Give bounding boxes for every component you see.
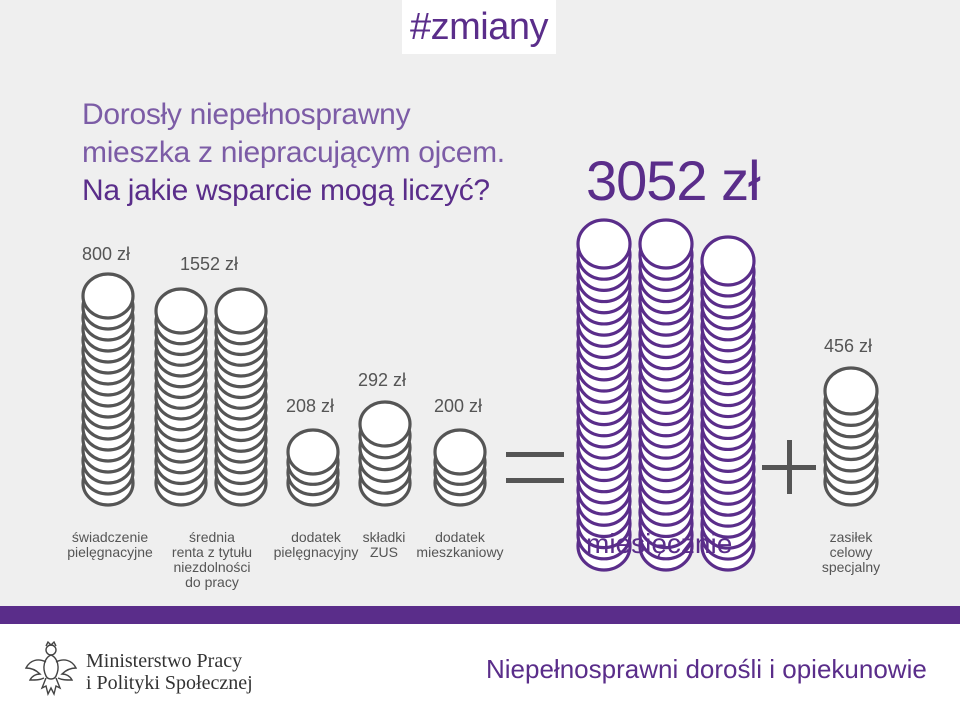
- headline-line-1: Dorosły niepełnosprawny: [82, 98, 411, 131]
- plus-icon: [762, 440, 816, 494]
- stack-zasilek: [823, 366, 879, 507]
- headline-line-2: mieszka z niepracującym ojcem.: [82, 136, 505, 169]
- hashtag-label: #zmiany: [402, 0, 556, 54]
- ministry-name: Ministerstwo Pracy i Polityki Społecznej: [86, 650, 253, 694]
- stack-renta-1: [154, 287, 208, 507]
- label-renta: średnia renta z tytułu niezdolności do p…: [171, 529, 253, 590]
- footer-tagline: Niepełnosprawni dorośli i opiekunowie: [486, 654, 927, 684]
- amount-renta: 1552 zł: [180, 254, 239, 274]
- label-dodatek-mieszkaniowy: dodatek mieszkaniowy: [416, 529, 504, 560]
- equals-icon: [506, 452, 564, 483]
- monthly-label: miesięcznie: [586, 528, 733, 559]
- coin: [823, 366, 879, 416]
- label-zasilek: zasiłek celowy specjalny: [821, 529, 881, 575]
- purple-divider-bar: [0, 606, 960, 624]
- amount-dodatek-mieszkaniowy: 200 zł: [434, 396, 483, 416]
- coin: [700, 235, 756, 287]
- total-amount: 3052 zł: [586, 149, 761, 212]
- stack-total-1: [576, 218, 632, 572]
- coin: [576, 218, 632, 270]
- stack-dodatek-mieszkaniowy: [433, 428, 487, 507]
- stack-total-3: [700, 235, 756, 572]
- coin: [81, 272, 135, 320]
- label-swiadczenie: świadczenie pielęgnacyjne: [67, 529, 153, 560]
- amount-dodatek-pielegnacyjny: 208 zł: [286, 396, 335, 416]
- label-dodatek-pielegnacyjny: dodatek pielęgnacyjny: [273, 529, 359, 560]
- amount-skladki-zus: 292 zł: [358, 370, 407, 390]
- amount-swiadczenie: 800 zł: [82, 244, 131, 264]
- ministry-name-line-1: Ministerstwo Pracy: [86, 650, 243, 672]
- amount-zasilek: 456 zł: [824, 336, 873, 356]
- coin: [286, 428, 340, 476]
- coin: [214, 287, 268, 335]
- stack-total-2: [638, 218, 694, 572]
- stack-swiadczenie: [81, 272, 135, 507]
- coin: [154, 287, 208, 335]
- headline: Dorosły niepełnosprawny mieszka z niepra…: [82, 96, 505, 210]
- coin: [638, 218, 694, 270]
- stack-skladki-zus: [358, 400, 412, 507]
- coin: [358, 400, 412, 448]
- ministry-name-line-2: i Polityki Społecznej: [86, 672, 253, 694]
- coin-stacks: [81, 218, 879, 572]
- headline-line-3: Na jakie wsparcie mogą liczyć?: [82, 174, 490, 207]
- stack-dodatek-pielegnacyjny: [286, 428, 340, 507]
- stack-renta-2: [214, 287, 268, 507]
- label-skladki-zus: składki ZUS: [362, 529, 406, 560]
- polish-eagle-emblem-icon: [24, 640, 78, 697]
- coin: [433, 428, 487, 476]
